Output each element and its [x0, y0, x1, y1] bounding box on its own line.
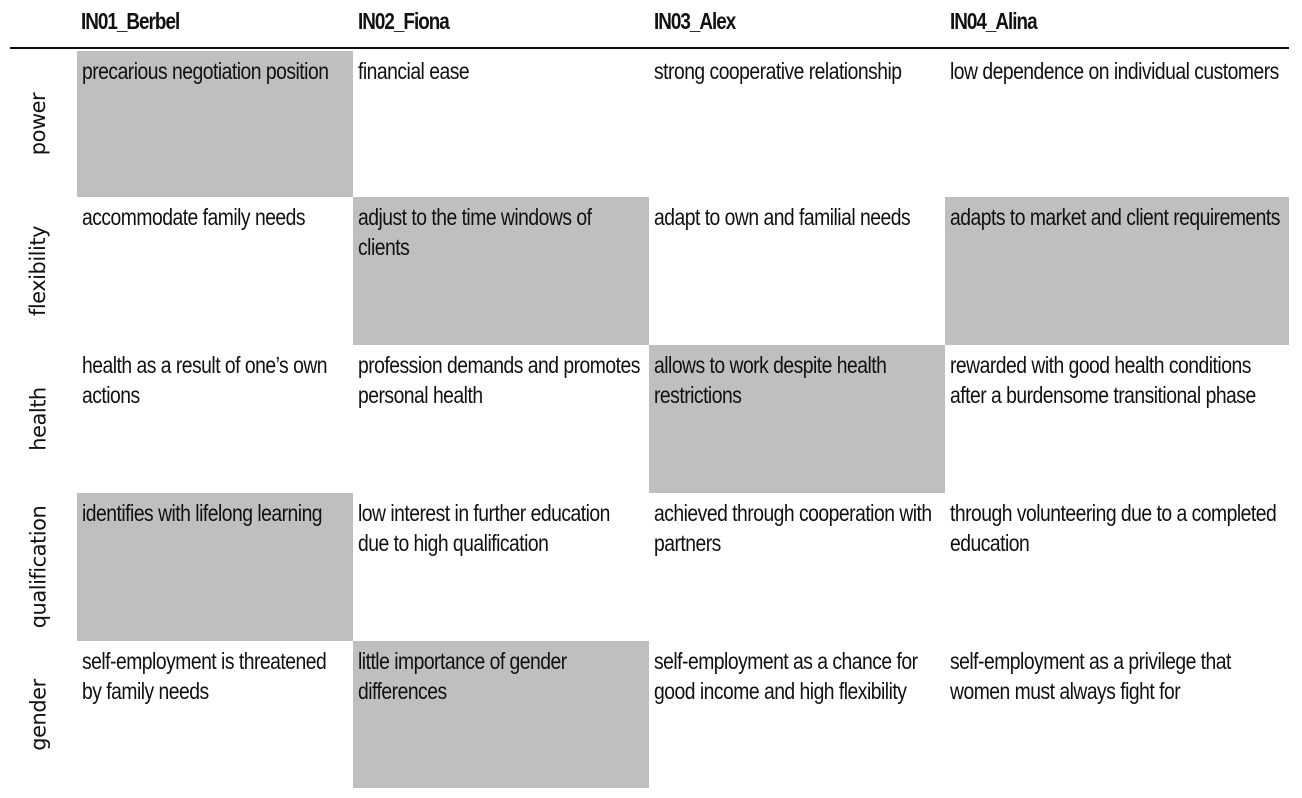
- table-cell: financial ease: [353, 51, 649, 197]
- column-header-in04: IN04_Alina: [950, 8, 1038, 34]
- row-label-power: power: [0, 51, 77, 197]
- table-cell-highlighted: precarious negotiation position: [77, 51, 353, 197]
- table-cell-highlighted: allows to work despite health restrictio…: [649, 345, 945, 493]
- cell-text: profession demands and promotes personal…: [358, 352, 640, 408]
- cell-text: accommodate family needs: [82, 204, 306, 230]
- table-cell-highlighted: little importance of gender differences: [353, 641, 649, 788]
- cell-text: allows to work despite health restrictio…: [654, 352, 887, 408]
- cell-text: financial ease: [358, 58, 470, 84]
- row-label-text: health: [26, 387, 51, 451]
- table-cell: rewarded with good health conditions aft…: [945, 345, 1289, 493]
- row-label-qualification: qualification: [0, 493, 77, 641]
- table-cell: accommodate family needs: [77, 197, 353, 345]
- cell-text: low interest in further education due to…: [358, 500, 610, 556]
- column-header-in02: IN02_Fiona: [358, 8, 450, 34]
- table-cell: achieved through cooperation with partne…: [649, 493, 945, 641]
- cell-text: adapt to own and familial needs: [654, 204, 911, 230]
- table-header: IN01_Berbel IN02_Fiona IN03_Alex IN04_Al…: [0, 0, 1302, 48]
- table-cell: strong cooperative relationship: [649, 51, 945, 197]
- header-rule: [10, 47, 1289, 49]
- row-label-health: health: [0, 345, 77, 493]
- cell-text: self-employment is threatened by family …: [82, 648, 327, 704]
- cell-text: strong cooperative relationship: [654, 58, 902, 84]
- cell-text: identifies with lifelong learning: [82, 500, 323, 526]
- row-label-flexibility: flexibility: [0, 197, 77, 345]
- row-label-text: gender: [26, 678, 51, 751]
- cell-text: health as a result of one’s own actions: [82, 352, 328, 408]
- table-cell: health as a result of one’s own actions: [77, 345, 353, 493]
- table-cell: through volunteering due to a completed …: [945, 493, 1289, 641]
- row-label-text: qualification: [26, 505, 51, 629]
- table-cell: self-employment is threatened by family …: [77, 641, 353, 788]
- table-cell-highlighted: identifies with lifelong learning: [77, 493, 353, 641]
- cell-text: low dependence on individual customers: [950, 58, 1279, 84]
- table-cell: profession demands and promotes personal…: [353, 345, 649, 493]
- table-cell: self-employment as a chance for good inc…: [649, 641, 945, 788]
- column-header-in01: IN01_Berbel: [81, 8, 180, 34]
- row-label-text: flexibility: [26, 225, 51, 317]
- table-cell: adapt to own and familial needs: [649, 197, 945, 345]
- cell-text: self-employment as a chance for good inc…: [654, 648, 918, 704]
- cell-text: self-employment as a privilege that wome…: [950, 648, 1231, 704]
- table-cell: self-employment as a privilege that wome…: [945, 641, 1289, 788]
- table-cell: low dependence on individual customers: [945, 51, 1289, 197]
- cell-text: adjust to the time windows of clients: [358, 204, 592, 260]
- table-cell-highlighted: adjust to the time windows of clients: [353, 197, 649, 345]
- cell-text: achieved through cooperation with partne…: [654, 500, 932, 556]
- cell-text: through volunteering due to a completed …: [950, 500, 1277, 556]
- cell-text: precarious negotiation position: [82, 58, 329, 84]
- cell-text: rewarded with good health conditions aft…: [950, 352, 1256, 408]
- row-label-text: power: [26, 92, 51, 156]
- table-cell-highlighted: adapts to market and client requirements: [945, 197, 1289, 345]
- column-header-in03: IN03_Alex: [654, 8, 736, 34]
- cell-text: little importance of gender differences: [358, 648, 567, 704]
- row-label-gender: gender: [0, 641, 77, 788]
- table-cell: low interest in further education due to…: [353, 493, 649, 641]
- cell-text: adapts to market and client requirements: [950, 204, 1280, 230]
